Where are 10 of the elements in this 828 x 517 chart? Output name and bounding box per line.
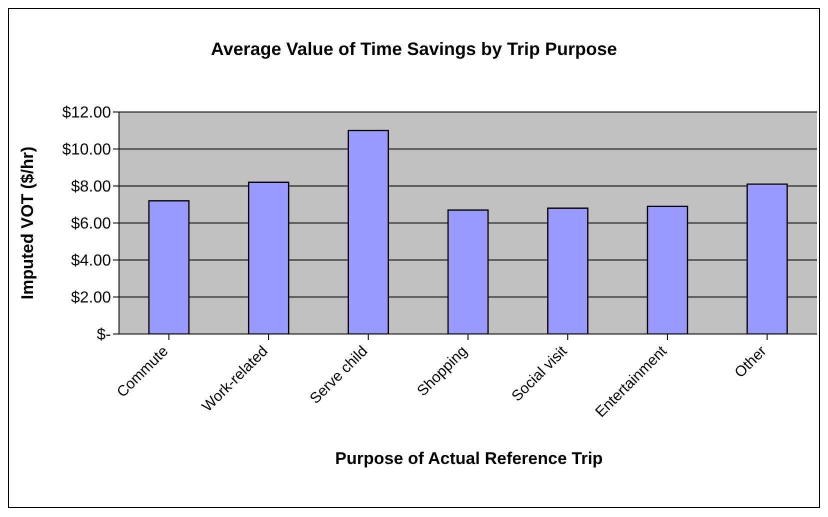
y-axis-title: Imputed VOT ($/hr) [18, 146, 38, 300]
y-tick-label: $6.00 [70, 216, 112, 233]
x-axis-title: Purpose of Actual Reference Trip [334, 449, 604, 469]
y-tick-label: $12.00 [62, 104, 112, 122]
chart-title: Average Value of Time Savings by Trip Purpose [210, 39, 618, 60]
y-tick-label: $2.00 [70, 290, 112, 307]
y-tick-label: $4.00 [70, 252, 112, 270]
y-tick-label: $10.00 [62, 142, 112, 159]
y-tick-label: $- [96, 326, 111, 344]
y-tick-label: $8.00 [70, 178, 112, 196]
